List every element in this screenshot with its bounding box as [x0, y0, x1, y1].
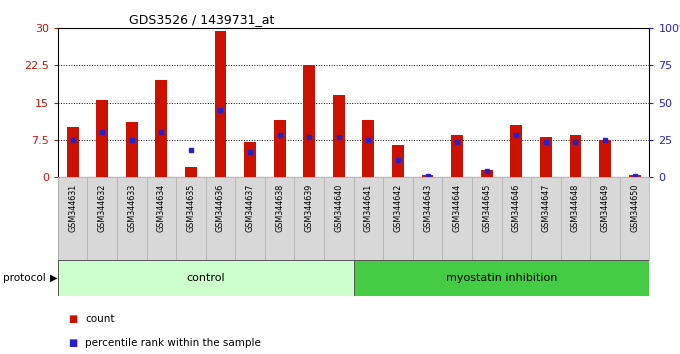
Text: GSM344642: GSM344642 — [394, 184, 403, 232]
Text: GSM344637: GSM344637 — [245, 184, 254, 232]
Text: GSM344643: GSM344643 — [423, 184, 432, 232]
Bar — [215, 31, 226, 177]
Bar — [244, 142, 256, 177]
Bar — [303, 65, 315, 177]
Text: ▶: ▶ — [50, 273, 57, 283]
Bar — [599, 140, 611, 177]
Text: GDS3526 / 1439731_at: GDS3526 / 1439731_at — [129, 13, 274, 26]
Text: protocol: protocol — [3, 273, 46, 283]
Bar — [452, 135, 463, 177]
Text: ■: ■ — [68, 338, 78, 348]
Bar — [354, 260, 649, 296]
Bar — [392, 145, 404, 177]
Text: ■: ■ — [68, 314, 78, 324]
Bar — [570, 135, 581, 177]
Text: GSM344646: GSM344646 — [512, 184, 521, 232]
Bar — [67, 127, 78, 177]
Bar — [362, 120, 374, 177]
Text: GSM344636: GSM344636 — [216, 184, 225, 232]
Text: GSM344647: GSM344647 — [541, 184, 550, 232]
Text: GSM344641: GSM344641 — [364, 184, 373, 232]
Text: myostatin inhibition: myostatin inhibition — [446, 273, 557, 283]
Bar — [156, 80, 167, 177]
Text: GSM344640: GSM344640 — [335, 184, 343, 232]
Bar — [481, 170, 492, 177]
Bar — [126, 122, 137, 177]
Text: GSM344645: GSM344645 — [482, 184, 491, 232]
Text: GSM344648: GSM344648 — [571, 184, 580, 232]
Bar — [511, 125, 522, 177]
Bar — [185, 167, 197, 177]
Text: GSM344631: GSM344631 — [68, 184, 77, 232]
Text: GSM344633: GSM344633 — [127, 184, 136, 232]
Bar — [422, 175, 433, 177]
Text: GSM344649: GSM344649 — [600, 184, 609, 232]
Text: GSM344638: GSM344638 — [275, 184, 284, 232]
Bar — [274, 120, 286, 177]
Text: GSM344639: GSM344639 — [305, 184, 313, 232]
Text: GSM344635: GSM344635 — [186, 184, 195, 232]
Text: GSM344632: GSM344632 — [98, 184, 107, 232]
Text: GSM344634: GSM344634 — [157, 184, 166, 232]
Text: percentile rank within the sample: percentile rank within the sample — [85, 338, 261, 348]
Bar — [629, 175, 641, 177]
Text: count: count — [85, 314, 114, 324]
Text: GSM344650: GSM344650 — [630, 184, 639, 232]
Text: GSM344644: GSM344644 — [453, 184, 462, 232]
Text: control: control — [186, 273, 225, 283]
Bar — [58, 260, 354, 296]
Bar — [97, 100, 108, 177]
Bar — [333, 95, 345, 177]
Bar — [540, 137, 551, 177]
